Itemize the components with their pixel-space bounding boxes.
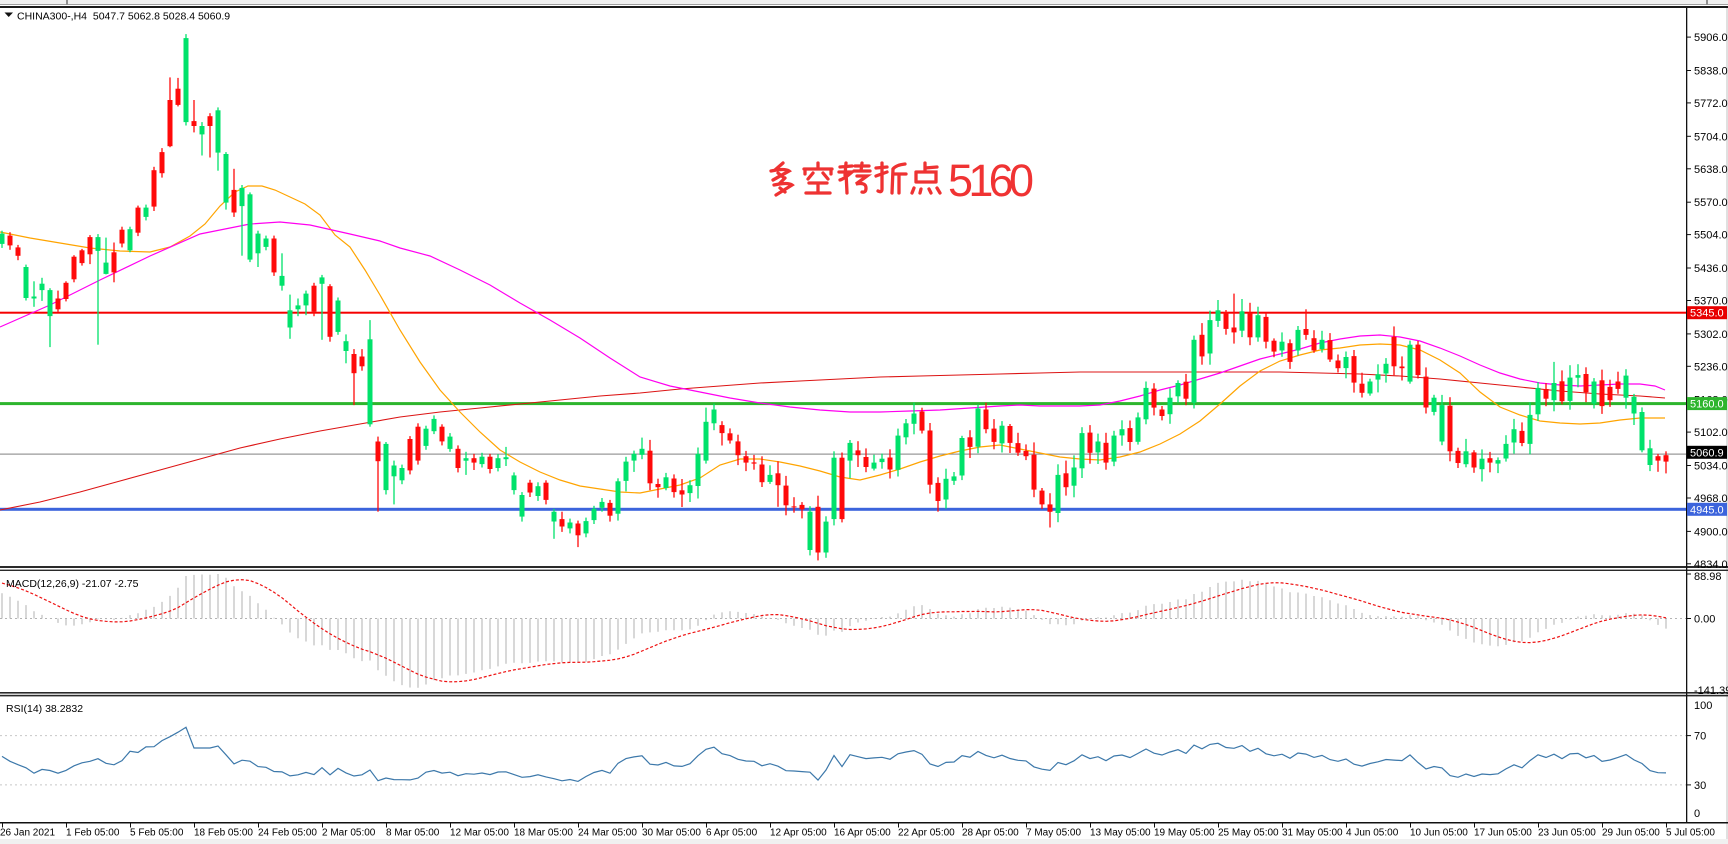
svg-text:30: 30: [1694, 780, 1706, 792]
svg-text:5772.0: 5772.0: [1694, 98, 1728, 110]
svg-text:0: 0: [1694, 808, 1700, 820]
svg-text:2 Mar 05:00: 2 Mar 05:00: [322, 828, 376, 839]
svg-text:13 May 05:00: 13 May 05:00: [1090, 828, 1151, 839]
svg-text:5302.0: 5302.0: [1694, 329, 1728, 341]
svg-text:25 May 05:00: 25 May 05:00: [1218, 828, 1279, 839]
svg-text:5370.0: 5370.0: [1694, 296, 1728, 308]
svg-text:0.00: 0.00: [1694, 614, 1715, 626]
svg-text:70: 70: [1694, 731, 1706, 743]
svg-text:4968.0: 4968.0: [1694, 493, 1728, 505]
svg-text:-141.39: -141.39: [1694, 685, 1728, 697]
svg-text:5060.9: 5060.9: [1690, 447, 1724, 459]
svg-text:17 Jun 05:00: 17 Jun 05:00: [1474, 828, 1532, 839]
svg-text:4945.0: 4945.0: [1690, 504, 1724, 516]
svg-text:28 Apr 05:00: 28 Apr 05:00: [962, 828, 1019, 839]
svg-text:12 Apr 05:00: 12 Apr 05:00: [770, 828, 827, 839]
svg-text:5102.0: 5102.0: [1694, 427, 1728, 439]
svg-text:7 May 05:00: 7 May 05:00: [1026, 828, 1081, 839]
svg-text:5160.0: 5160.0: [1690, 399, 1724, 411]
svg-text:5 Jul 05:00: 5 Jul 05:00: [1666, 828, 1715, 839]
svg-text:1 Feb 05:00: 1 Feb 05:00: [66, 828, 120, 839]
svg-text:18 Feb 05:00: 18 Feb 05:00: [194, 828, 253, 839]
svg-text:5 Feb 05:00: 5 Feb 05:00: [130, 828, 184, 839]
svg-text:16 Apr 05:00: 16 Apr 05:00: [834, 828, 891, 839]
svg-text:12 Mar 05:00: 12 Mar 05:00: [450, 828, 509, 839]
svg-text:30 Mar 05:00: 30 Mar 05:00: [642, 828, 701, 839]
svg-text:5838.0: 5838.0: [1694, 66, 1728, 78]
svg-text:5504.0: 5504.0: [1694, 230, 1728, 242]
svg-text:RSI(14) 38.2832: RSI(14) 38.2832: [6, 703, 83, 715]
svg-text:10 Jun 05:00: 10 Jun 05:00: [1410, 828, 1468, 839]
svg-text:24 Feb 05:00: 24 Feb 05:00: [258, 828, 317, 839]
svg-text:100: 100: [1694, 700, 1712, 712]
svg-text:MACD(12,26,9) -21.07 -2.75: MACD(12,26,9) -21.07 -2.75: [6, 578, 139, 590]
svg-text:5570.0: 5570.0: [1694, 197, 1728, 209]
svg-text:6 Apr 05:00: 6 Apr 05:00: [706, 828, 758, 839]
svg-text:5906.0: 5906.0: [1694, 32, 1728, 44]
svg-text:4834.0: 4834.0: [1694, 559, 1728, 571]
svg-text:5034.0: 5034.0: [1694, 461, 1728, 473]
svg-text:4900.0: 4900.0: [1694, 526, 1728, 538]
svg-text:5436.0: 5436.0: [1694, 263, 1728, 275]
svg-text:5160: 5160: [948, 155, 1034, 206]
svg-text:4 Jun 05:00: 4 Jun 05:00: [1346, 828, 1399, 839]
svg-text:5236.0: 5236.0: [1694, 361, 1728, 373]
svg-text:22 Apr 05:00: 22 Apr 05:00: [898, 828, 955, 839]
svg-text:CHINA300-,H4 5047.7 5062.8 50: CHINA300-,H4 5047.7 5062.8 5028.4 5060.9: [17, 11, 230, 23]
svg-text:5638.0: 5638.0: [1694, 164, 1728, 176]
svg-text:31 May 05:00: 31 May 05:00: [1282, 828, 1343, 839]
svg-text:23 Jun 05:00: 23 Jun 05:00: [1538, 828, 1596, 839]
svg-text:24 Mar 05:00: 24 Mar 05:00: [578, 828, 637, 839]
svg-text:26 Jan 2021: 26 Jan 2021: [0, 828, 55, 839]
svg-text:8 Mar 05:00: 8 Mar 05:00: [386, 828, 440, 839]
svg-text:5704.0: 5704.0: [1694, 131, 1728, 143]
svg-text:19 May 05:00: 19 May 05:00: [1154, 828, 1215, 839]
svg-text:88.98: 88.98: [1694, 571, 1722, 583]
svg-text:18 Mar 05:00: 18 Mar 05:00: [514, 828, 573, 839]
svg-text:29 Jun 05:00: 29 Jun 05:00: [1602, 828, 1660, 839]
svg-text:5345.0: 5345.0: [1690, 308, 1724, 320]
